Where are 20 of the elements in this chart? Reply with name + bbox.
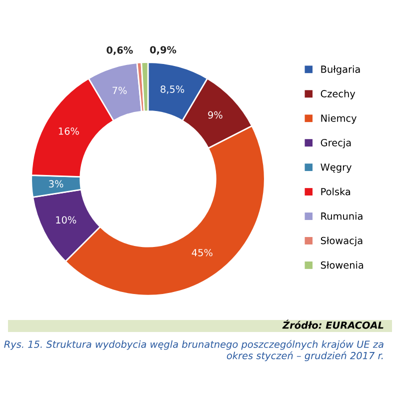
text: Źródło: EURACOAL	[282, 320, 384, 329]
text: Rys. 15. Struktura wydobycia węgla brunatnego poszczególnych krajów UE za okres styczeń – grudzień 2017 r.	[4, 340, 384, 362]
data-label: 3%	[49, 180, 64, 188]
data-label: 16%	[58, 127, 79, 135]
legend-label: Czechy	[320, 90, 356, 100]
data-label: 8,5%	[160, 85, 184, 94]
data-label: 0,6%	[106, 46, 133, 56]
data-label: 7%	[112, 86, 127, 94]
legend-label: Grecja	[320, 138, 351, 148]
legend-label: Niemcy	[321, 114, 357, 124]
legend-label: Polska	[321, 188, 350, 196]
data-label: 45%	[192, 248, 212, 256]
legend-label: Rumunia	[321, 212, 362, 220]
legend-label: Bułgaria	[321, 65, 360, 75]
legend-label: Słowacja	[320, 236, 362, 246]
data-label: 10%	[56, 216, 76, 224]
legend-label: Słowenia	[320, 261, 364, 269]
legend-label: Węgry	[320, 164, 352, 173]
data-label: 0,9%	[150, 46, 176, 55]
data-label: 9%	[208, 111, 222, 119]
